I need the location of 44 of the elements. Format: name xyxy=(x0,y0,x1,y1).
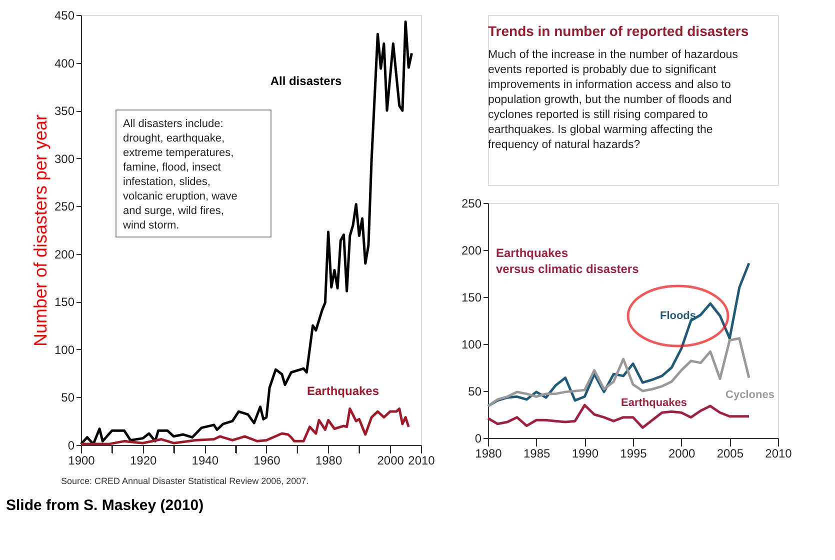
y-tick-label: 150 xyxy=(54,295,75,310)
text: Slide from S. Maskey (2010) xyxy=(6,497,204,514)
x-tick-label: 2005 xyxy=(716,446,744,460)
y-tick-label: 100 xyxy=(54,342,75,357)
y-tick-label: 200 xyxy=(54,247,75,262)
x-tick-label: 1990 xyxy=(572,446,599,460)
y-tick-label: 250 xyxy=(54,200,75,214)
series-label: Earthquakes xyxy=(306,384,380,398)
x-tick-label: 2000 xyxy=(377,454,404,468)
chart-title: Trends in number of reported disasters xyxy=(488,23,749,39)
y-axis-title: Number of disasters per year xyxy=(30,114,50,347)
x-tick-label: 1995 xyxy=(620,446,648,460)
series-label: Earthquakes xyxy=(620,397,688,409)
chart-subtitle: Much of the increase in the number of hazardous events reported is probably due to significant improvements in information access and also to population growth, but the number of floods and cyclones reported is still rising compared to earthquakes. Is global warming affecting the frequency of natural hazards? xyxy=(488,49,738,151)
line-series xyxy=(80,20,413,446)
y-tick-label: 50 xyxy=(61,390,75,405)
y-tick-label: 450 xyxy=(54,8,75,22)
x-tick-label: 2010 xyxy=(765,446,792,460)
y-tick-label: 350 xyxy=(54,104,75,118)
y-tick-label: 200 xyxy=(461,244,482,258)
series-label: Cyclones xyxy=(726,389,774,401)
annotation: Earthquakes versus climatic disasters xyxy=(496,246,640,276)
y-tick-label: 0 xyxy=(474,432,482,446)
series-label: Floods xyxy=(660,310,696,322)
x-tick-label: 1980 xyxy=(475,446,502,460)
annotation: All disasters include: drought, earthquake, extreme temperatures, famine, flood, insect infestation, slides, volcanic eruption, wave and surge, wild fires, wind storm. xyxy=(122,118,238,232)
x-tick-label: 2000 xyxy=(668,446,696,460)
y-tick-label: 0 xyxy=(68,438,75,452)
x-tick-label: 2010 xyxy=(408,454,436,468)
source-note: Source: CRED Annual Disaster Statistical Review 2006, 2007. xyxy=(61,476,309,486)
x-tick-label: 1900 xyxy=(68,454,96,468)
y-tick-label: 300 xyxy=(54,152,75,166)
y-tick-label: 50 xyxy=(468,384,482,398)
y-tick-label: 150 xyxy=(461,290,482,304)
x-tick-label: 1980 xyxy=(315,454,342,468)
x-tick-label: 1960 xyxy=(254,454,281,468)
line-series xyxy=(80,407,410,446)
y-tick-label: 250 xyxy=(461,196,482,210)
x-tick-label: 1985 xyxy=(523,446,551,460)
text: All disasters xyxy=(270,74,342,88)
x-tick-label: 1920 xyxy=(130,454,157,468)
x-tick-label: 1940 xyxy=(192,454,219,468)
y-tick-label: 100 xyxy=(461,338,482,352)
y-tick-label: 400 xyxy=(54,56,75,70)
